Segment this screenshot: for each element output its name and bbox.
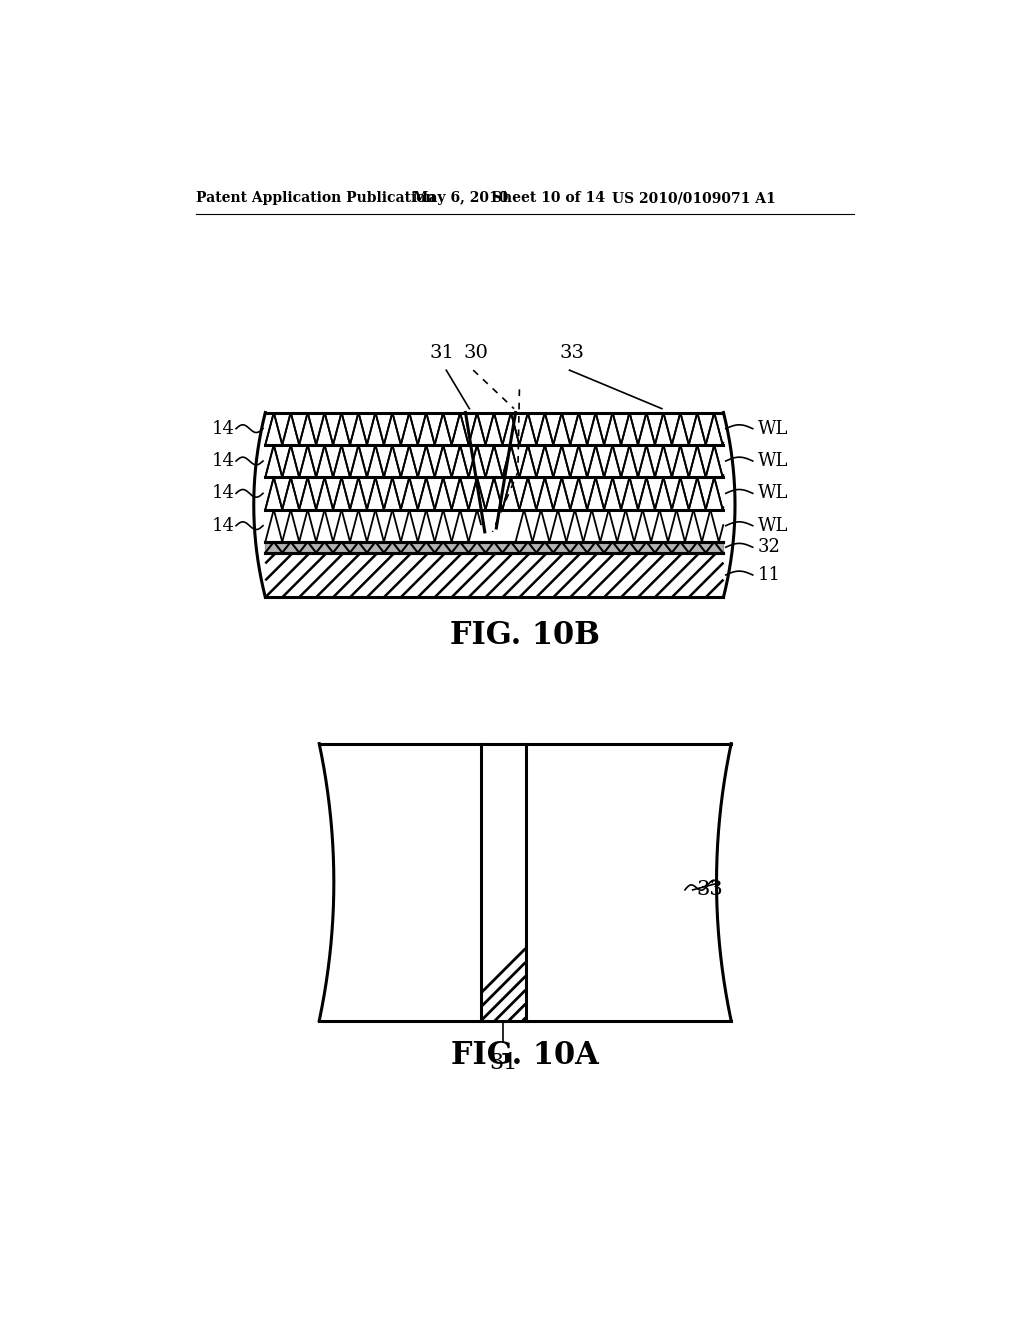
Text: Patent Application Publication: Patent Application Publication	[196, 191, 435, 206]
Text: WL: WL	[758, 451, 788, 470]
Text: WL: WL	[758, 484, 788, 503]
Text: WL: WL	[758, 516, 788, 535]
Text: Sheet 10 of 14: Sheet 10 of 14	[493, 191, 605, 206]
Text: 14: 14	[212, 516, 234, 535]
Text: 14: 14	[212, 451, 234, 470]
Text: 14: 14	[212, 484, 234, 503]
Text: 14: 14	[212, 420, 234, 438]
Text: 33: 33	[559, 345, 585, 363]
Text: FIG. 10B: FIG. 10B	[450, 620, 600, 651]
Text: 33: 33	[696, 880, 723, 899]
Text: 31: 31	[430, 345, 455, 363]
Text: May 6, 2010: May 6, 2010	[413, 191, 509, 206]
Text: 11: 11	[758, 566, 781, 583]
Text: 31: 31	[489, 1052, 517, 1073]
Text: FIG. 10A: FIG. 10A	[451, 1040, 599, 1071]
Text: 32: 32	[758, 539, 781, 556]
Text: WL: WL	[758, 420, 788, 438]
Text: US 2010/0109071 A1: US 2010/0109071 A1	[611, 191, 775, 206]
Text: 30: 30	[463, 345, 488, 363]
